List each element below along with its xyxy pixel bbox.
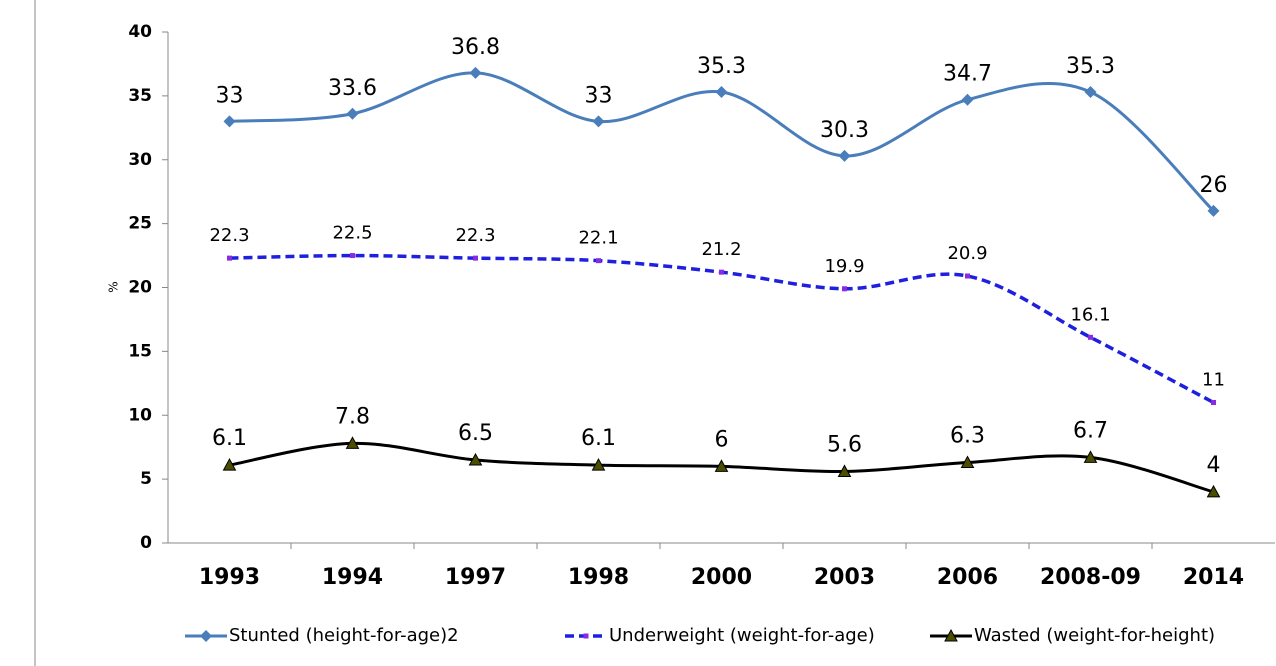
marker [469, 66, 482, 79]
y-tick-label: 20 [128, 278, 152, 298]
marker [200, 630, 212, 642]
x-tick-label: 2006 [937, 565, 998, 590]
data-label: 19.9 [824, 256, 864, 277]
y-tick-label: 40 [128, 22, 152, 42]
marker [473, 255, 478, 261]
x-tick-label: 1993 [199, 565, 260, 590]
marker [583, 633, 589, 639]
series-line [229, 253, 1215, 405]
data-label: 11 [1202, 369, 1225, 390]
y-tick-label: 5 [140, 469, 152, 489]
marker [961, 93, 974, 106]
data-label: 26 [1200, 173, 1228, 198]
marker [345, 436, 360, 449]
data-label: 22.5 [332, 223, 372, 244]
y-tick-label: 35 [128, 86, 152, 106]
x-tick-label: 1998 [568, 565, 629, 590]
y-tick-label: 30 [128, 150, 152, 170]
data-label: 4 [1207, 453, 1221, 478]
legend-label: Stunted (height-for-age)2 [229, 625, 459, 646]
y-tick-label: 10 [128, 405, 152, 425]
marker [591, 458, 606, 471]
data-label: 6 [715, 427, 729, 452]
data-label: 6.1 [212, 426, 247, 451]
marker [346, 107, 359, 120]
data-label: 22.3 [209, 225, 249, 246]
data-label: 35.3 [697, 54, 746, 79]
data-label: 6.3 [950, 424, 985, 449]
marker [468, 452, 483, 466]
marker [596, 258, 601, 264]
marker [715, 86, 728, 99]
data-label: 6.1 [581, 426, 616, 451]
x-tick-label: 2003 [814, 565, 875, 590]
marker [350, 253, 355, 259]
data-label: 33 [216, 83, 244, 108]
data-label: 20.9 [947, 243, 987, 264]
x-tick-label: 2000 [691, 565, 752, 590]
legend-label: Underweight (weight-for-age) [609, 625, 875, 646]
marker [960, 455, 975, 469]
data-label: 5.6 [827, 432, 862, 457]
marker [1207, 204, 1220, 217]
x-tick-label: 1994 [322, 565, 383, 590]
x-tick-label: 2014 [1183, 565, 1244, 590]
data-label: 21.2 [701, 239, 741, 260]
data-label: 22.1 [578, 228, 618, 249]
y-tick-label: 0 [140, 533, 152, 553]
data-label: 16.1 [1070, 304, 1110, 325]
marker [1211, 399, 1216, 405]
legend-label: Wasted (weight-for-height) [974, 625, 1215, 646]
data-label: 30.3 [820, 118, 869, 143]
marker [944, 628, 958, 642]
marker [714, 459, 729, 472]
marker [1083, 450, 1098, 463]
y-tick-label: 25 [128, 214, 152, 234]
marker [1084, 86, 1097, 99]
data-label: 36.8 [451, 35, 500, 60]
marker [227, 255, 232, 261]
marker [837, 464, 852, 477]
marker [838, 149, 851, 162]
marker [1088, 334, 1093, 340]
series-line [229, 71, 1215, 212]
data-label: 34.7 [943, 62, 992, 87]
marker [222, 458, 237, 471]
x-tick-label: 2008-09 [1040, 565, 1141, 590]
x-tick-label: 1997 [445, 565, 506, 590]
data-label: 33 [585, 83, 613, 108]
data-label: 7.8 [335, 404, 370, 429]
data-label: 6.7 [1073, 418, 1108, 443]
y-axis-label: % [107, 281, 121, 292]
marker [842, 286, 847, 292]
marker [1206, 484, 1221, 498]
data-label: 6.5 [458, 421, 493, 446]
y-tick-label: 15 [128, 341, 152, 361]
marker [965, 273, 970, 279]
data-label: 22.3 [455, 225, 495, 246]
marker [223, 115, 236, 128]
data-label: 33.6 [328, 76, 377, 101]
marker [592, 115, 605, 128]
data-label: 35.3 [1066, 54, 1115, 79]
marker [719, 269, 724, 275]
